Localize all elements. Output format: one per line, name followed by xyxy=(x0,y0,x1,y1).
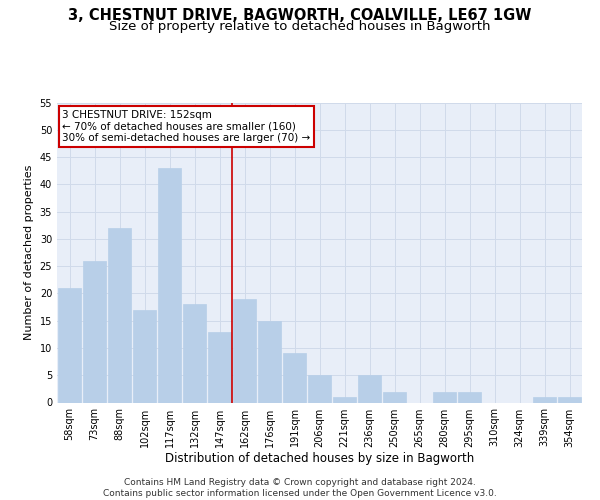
Bar xyxy=(108,228,131,402)
Bar xyxy=(458,392,481,402)
Bar xyxy=(58,288,81,403)
Bar xyxy=(283,354,306,403)
Text: Size of property relative to detached houses in Bagworth: Size of property relative to detached ho… xyxy=(109,20,491,33)
Bar xyxy=(558,397,581,402)
Bar xyxy=(183,304,206,402)
Bar xyxy=(83,260,106,402)
Bar xyxy=(133,310,156,402)
Bar xyxy=(158,168,181,402)
Bar xyxy=(383,392,406,402)
X-axis label: Distribution of detached houses by size in Bagworth: Distribution of detached houses by size … xyxy=(165,452,474,466)
Text: 3 CHESTNUT DRIVE: 152sqm
← 70% of detached houses are smaller (160)
30% of semi-: 3 CHESTNUT DRIVE: 152sqm ← 70% of detach… xyxy=(62,110,311,143)
Bar xyxy=(533,397,556,402)
Bar xyxy=(358,375,381,402)
Text: 3, CHESTNUT DRIVE, BAGWORTH, COALVILLE, LE67 1GW: 3, CHESTNUT DRIVE, BAGWORTH, COALVILLE, … xyxy=(68,8,532,22)
Bar xyxy=(333,397,356,402)
Bar xyxy=(208,332,231,402)
Bar xyxy=(258,320,281,402)
Y-axis label: Number of detached properties: Number of detached properties xyxy=(24,165,34,340)
Text: Contains HM Land Registry data © Crown copyright and database right 2024.
Contai: Contains HM Land Registry data © Crown c… xyxy=(103,478,497,498)
Bar xyxy=(233,299,256,403)
Bar xyxy=(308,375,331,402)
Bar xyxy=(433,392,456,402)
